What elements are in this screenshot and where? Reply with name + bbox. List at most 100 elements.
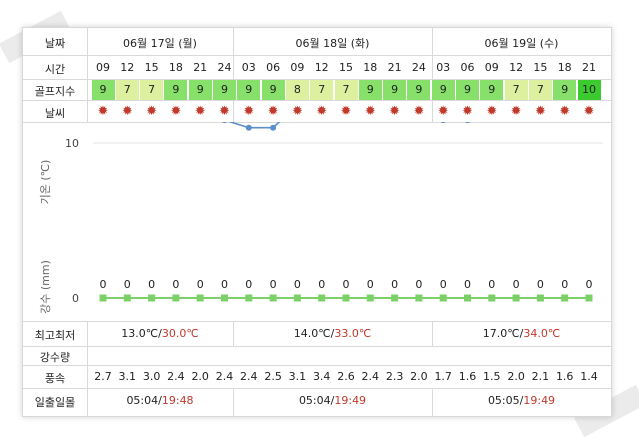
hour-cell: 18 [363,61,378,74]
date-label: 날짜 [44,37,66,50]
sun-icon: ✹ [510,104,522,119]
rain-point [366,294,374,302]
golf-index-cell: 8 [285,80,309,100]
golf-index-cell: 7 [140,80,164,100]
golf-index-cell: 7 [115,80,139,100]
wind-cell: 1.6 [458,370,477,383]
max-temp: 33.0℃ [334,327,372,340]
hour-cell: 09 [290,61,305,74]
hour-cell: 15 [533,61,548,74]
wind-cell: 1.7 [434,370,452,383]
temperature-point [245,124,252,131]
rain-value-label: 0 [148,278,155,291]
min-temp: 14.0℃ [293,327,331,340]
sun-icon: ✹ [437,104,449,119]
rain-tick-label: 0 [72,292,79,305]
min-temp: 17.0℃ [482,327,520,340]
rain-value-label: 0 [124,278,131,291]
rain-amount-label: 강수량 [39,351,71,364]
rain-value-label: 0 [343,278,350,291]
hour-cell: 18 [557,61,572,74]
rain-value-label: 0 [100,278,107,291]
wind-label: 풍속 [44,372,66,385]
rain-point [148,294,156,302]
rain-axis-label: 강수 (mm) [39,260,52,314]
sun-icon: ✹ [559,104,571,119]
sun-icon: ✹ [291,104,303,119]
wind-cell: 2.0 [410,370,428,383]
rain-value-label: 0 [367,278,374,291]
wind-cell: 2.5 [264,370,282,383]
rain-value-label: 0 [221,278,228,291]
wind-cell: 3.4 [312,370,331,383]
wind-cell: 2.4 [361,370,380,383]
wind-cell: 3.0 [142,370,161,383]
separator: / [158,327,162,340]
rain-point [221,294,228,302]
sunset-time: 19:49 [334,394,367,407]
sun-icon: ✹ [316,104,328,119]
hour-cell: 12 [314,61,329,74]
sun-icon: ✹ [170,104,182,119]
sun-icon: ✹ [267,104,279,119]
golf-index-cell: 9 [553,80,577,100]
sun-icon: ✹ [97,104,109,119]
sun-icon: ✹ [534,104,546,119]
golf-index-cell: 10 [577,80,601,100]
golf-index-cell: 7 [334,80,358,100]
rain-point [512,294,520,302]
sunset-time: 19:49 [523,394,556,407]
hour-cell: 06 [266,61,281,74]
day-header: 06월 17일 (월) [123,37,197,50]
wind-cell: 1.6 [555,370,574,383]
rain-value-label: 0 [440,278,447,291]
rain-point [196,294,204,302]
temperature-axis-label: 기온 (℃) [39,160,52,205]
minmax-day-2: 14.0℃/33.0℃ [233,327,432,340]
separator: / [330,394,335,407]
hour-cell: 24 [217,61,232,74]
golf-index-cell: 9 [407,80,431,100]
hour-cell: 24 [411,61,426,74]
golf-index-cell: 9 [431,80,455,100]
golf-index-cell: 9 [213,80,236,100]
rain-value-label: 0 [561,278,568,291]
rain-point [585,294,593,302]
rain-value-label: 0 [270,278,277,291]
temperature-value-label: 14 [242,122,256,123]
sun-icon: ✹ [219,104,230,119]
time-label: 시간 [44,63,66,76]
sunrise-time: 05:04 [126,394,159,407]
separator: / [330,327,335,340]
minmax-day-3: 17.0℃/34.0℃ [432,327,611,340]
rain-point [342,294,350,302]
golf-weather-card: 날짜 시간 골프지수 날씨 최고최저 강수량 풍속 일출일몰 06월 17일 (… [22,27,612,417]
sun-icon: ✹ [486,104,498,119]
golf-index-cell: 9 [480,80,504,100]
rain-value-label: 0 [245,278,252,291]
weather-label: 날씨 [44,107,66,120]
hour-cell: 09 [96,61,110,74]
rain-point [123,294,131,302]
rain-point [415,294,423,302]
separator: / [519,394,524,407]
rain-value-label: 0 [415,278,422,291]
wind-cell: 3.1 [118,370,137,383]
sun-icon: ✹ [583,104,595,119]
golf-index-cell: 9 [456,80,479,100]
sunset-time: 19:48 [161,394,194,407]
wind-cell: 2.0 [507,370,525,383]
sun-icon: ✹ [462,104,473,119]
golf-index-cell: 9 [383,80,407,100]
sun-icon: ✹ [121,104,133,119]
max-temp: 30.0℃ [161,327,199,340]
rain-point [536,294,544,302]
sunrise-sunset-label: 일출일몰 [34,396,76,409]
temperature-value-label: 14 [266,122,280,123]
golf-index-label: 골프지수 [34,85,76,98]
rain-point [172,294,180,302]
temperature-point [270,124,277,131]
sunrise-time: 05:04 [298,394,331,407]
rain-value-label: 0 [318,278,325,291]
temperature-point [440,122,446,124]
